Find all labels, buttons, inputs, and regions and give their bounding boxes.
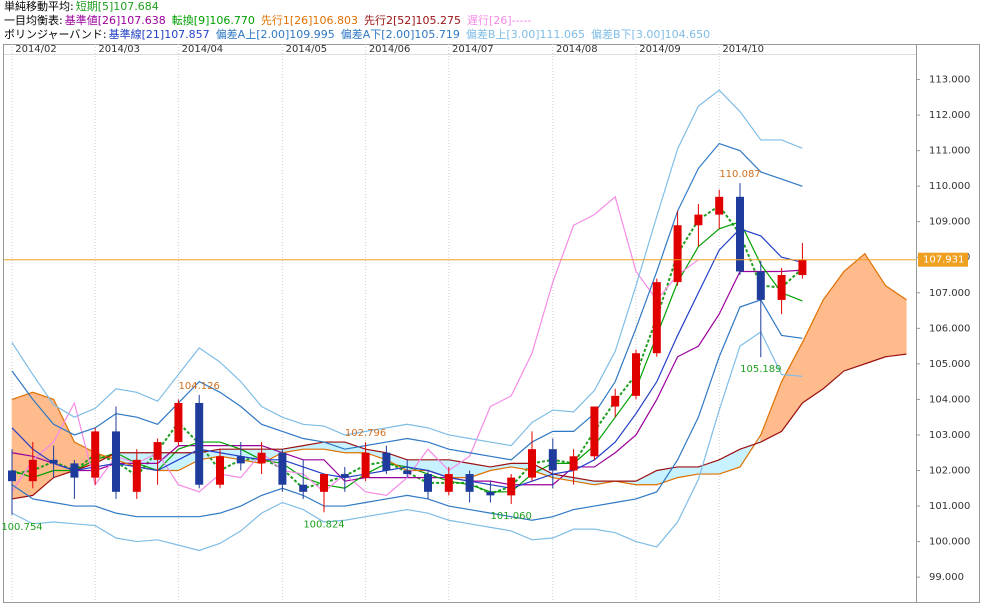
indicator-line — [11, 142, 803, 461]
y-tick-label: 102.000 — [929, 465, 970, 476]
x-tick-label: 2014/07 — [452, 44, 494, 55]
extreme-label: 100.824 — [303, 519, 344, 530]
candle-body — [112, 431, 120, 492]
cloud — [843, 253, 866, 372]
legend-entry: 偏差B上[3.00]111.065 — [465, 28, 585, 41]
candle-body — [632, 353, 640, 396]
extreme-label: 100.754 — [1, 522, 42, 533]
candle-body — [403, 470, 412, 475]
extreme-label: 101.060 — [491, 511, 532, 522]
legend-title: 単純移動平均: — [4, 0, 74, 13]
legend-row: 単純移動平均: 短期[5]107.684 — [4, 0, 716, 14]
legend-entry: 偏差A上[2.00]109.995 — [215, 28, 335, 41]
x-tick-label: 2014/09 — [639, 44, 681, 55]
candle-body — [299, 484, 308, 492]
y-tick-label: 107.000 — [929, 288, 970, 299]
x-tick-label: 2014/10 — [722, 44, 764, 55]
candle-body — [507, 477, 516, 496]
legend-entry: 偏差A下[2.00]105.719 — [340, 28, 460, 41]
candle-body — [257, 452, 266, 464]
candle-body — [486, 491, 495, 496]
x-tick-label: 2014/03 — [98, 44, 140, 55]
last-price-box — [918, 252, 968, 267]
legend-entry: 短期[5]107.684 — [75, 0, 159, 13]
candle-body — [216, 456, 224, 485]
candle-body — [320, 474, 328, 492]
candle-body — [548, 449, 557, 471]
candle-body — [8, 470, 16, 482]
indicator-header: 単純移動平均: 短期[5]107.684 一目均衡表: 基準値[26]107.638 転… — [4, 0, 716, 42]
candle-body — [70, 463, 79, 478]
legend-entry: 基準値[26]107.638 — [64, 14, 166, 27]
candle-body — [528, 449, 536, 478]
y-tick-label: 100.000 — [929, 537, 970, 548]
candle-body — [756, 271, 765, 300]
extreme-label: 105.189 — [740, 364, 781, 375]
indicator-line — [11, 89, 803, 447]
y-tick-label: 109.000 — [929, 217, 970, 228]
legend-row: 一目均衡表: 基準値[26]107.638 転換[9]106.770 先行1[26]1… — [4, 14, 716, 28]
legend-title: ボリンジャーバンド: — [4, 28, 107, 41]
candle-body — [91, 431, 100, 478]
indicator-line — [11, 299, 803, 521]
candle-body — [340, 474, 349, 478]
y-tick-label: 106.000 — [929, 323, 970, 334]
indicator-line — [11, 252, 907, 486]
y-tick-label: 99.000 — [929, 572, 964, 583]
candle-body — [361, 452, 370, 478]
candle-body — [49, 459, 58, 464]
x-tick-label: 2014/06 — [369, 44, 411, 55]
legend-entry: 基準線[21]107.857 — [108, 28, 210, 41]
extreme-label: 104.126 — [179, 381, 220, 392]
y-tick-label: 110.000 — [929, 181, 970, 192]
candle-body — [652, 282, 661, 354]
y-tick-label: 101.000 — [929, 501, 970, 512]
y-tick-label: 104.000 — [929, 394, 970, 405]
legend-title: 一目均衡表: — [4, 14, 63, 27]
candle-body — [736, 196, 744, 272]
candle-body — [236, 456, 245, 464]
indicator-line — [11, 195, 699, 497]
legend-row: ボリンジャーバンド: 基準線[21]107.857 偏差A上[2.00]109.99… — [4, 28, 716, 42]
y-tick-label: 105.000 — [929, 359, 970, 370]
y-tick-label: 103.000 — [929, 430, 970, 441]
x-tick-label: 2014/02 — [15, 44, 57, 55]
x-tick-label: 2014/08 — [556, 44, 598, 55]
candle-body — [174, 402, 183, 443]
plot — [8, 44, 907, 602]
candle-body — [382, 452, 391, 471]
x-tick-label: 2014/04 — [182, 44, 224, 55]
candle-body — [673, 225, 682, 283]
y-tick-label: 111.000 — [929, 146, 970, 157]
y-tick-label: 112.000 — [929, 110, 970, 121]
extreme-label: 110.087 — [719, 169, 760, 180]
last-price-label: 107.931 — [923, 255, 964, 266]
legend-entry: 遅行[26]----- — [467, 14, 532, 27]
candle-body — [798, 259, 807, 276]
legend-entry: 転換[9]106.770 — [171, 14, 255, 27]
y-tick-label: 113.000 — [929, 75, 970, 86]
candle-body — [278, 452, 287, 485]
candle-body — [611, 395, 620, 407]
extreme-label: 102.796 — [345, 428, 386, 439]
legend-entry: 偏差B下[3.00]104.650 — [590, 28, 711, 41]
indicator-line — [11, 330, 803, 552]
candle-body — [777, 275, 786, 300]
candle-body — [195, 402, 204, 485]
x-tick-label: 2014/05 — [286, 44, 328, 55]
candle-body — [465, 474, 474, 492]
candle-body — [590, 406, 599, 457]
candle-body — [569, 456, 578, 471]
candle-body — [694, 214, 703, 226]
legend-entry: 先行2[52]105.275 — [363, 14, 462, 27]
candle-body — [153, 442, 162, 460]
legend-entry: 先行1[26]106.803 — [260, 14, 358, 27]
candle-body — [424, 474, 432, 492]
candle-body — [715, 196, 724, 215]
candle-body — [28, 459, 37, 482]
candle-body — [132, 459, 141, 492]
candle-body — [444, 474, 453, 492]
